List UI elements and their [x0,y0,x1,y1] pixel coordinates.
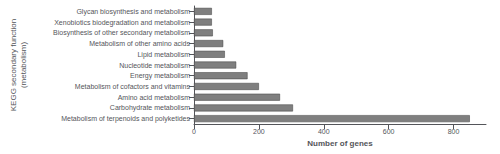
svg-text:Glycan biosynthesis and metabo: Glycan biosynthesis and metabolism [76,8,190,16]
svg-text:200: 200 [253,128,265,135]
svg-text:Metabolism of cofactors and vi: Metabolism of cofactors and vitamins [75,83,191,90]
svg-text:Metabolism of other amino acid: Metabolism of other amino acids [89,40,190,47]
svg-text:Nucleotide metabolism: Nucleotide metabolism [119,62,190,69]
svg-text:(metabolism): (metabolism) [19,42,28,89]
svg-text:Metabolism of terpenoids and p: Metabolism of terpenoids and polyketides [61,115,190,123]
svg-text:800: 800 [448,128,460,135]
svg-text:Biosynthesis of other secondar: Biosynthesis of other secondary metaboli… [53,29,190,37]
svg-text:Lipid metabolism: Lipid metabolism [137,51,190,59]
svg-text:Carbohydrate metabolism: Carbohydrate metabolism [110,104,190,112]
svg-text:Amino acid metabolism: Amino acid metabolism [118,94,191,101]
svg-text:KEGG secondary function: KEGG secondary function [9,19,18,112]
svg-text:600: 600 [383,128,395,135]
svg-text:Energy metabolism: Energy metabolism [130,72,190,80]
svg-text:400: 400 [318,128,330,135]
svg-text:0: 0 [192,128,196,135]
svg-text:Xenobiotics biodegradation and: Xenobiotics biodegradation and metabolis… [54,19,190,27]
svg-text:Number of genes: Number of genes [307,139,373,148]
